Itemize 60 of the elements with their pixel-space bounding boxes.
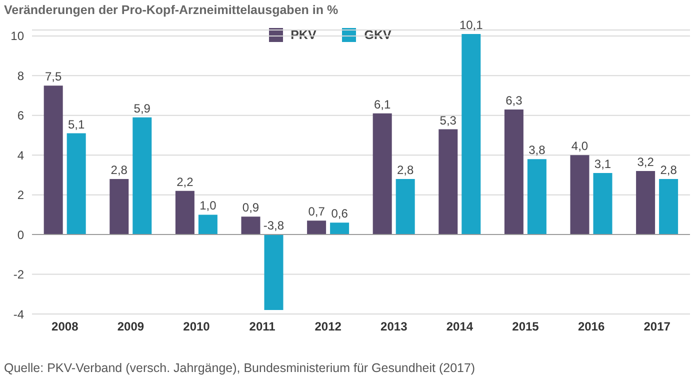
bar	[372, 113, 392, 235]
bar	[44, 86, 63, 235]
bar	[504, 109, 524, 235]
data-label: 0,7	[308, 204, 326, 219]
y-tick-label: 6	[17, 108, 24, 123]
bar	[659, 178, 678, 235]
data-label: 4,0	[571, 139, 588, 154]
bar	[462, 34, 481, 235]
data-label: 2,2	[176, 174, 194, 189]
data-label: 5,3	[440, 113, 457, 128]
data-label: 10,1	[459, 18, 484, 32]
data-label: 1,0	[200, 198, 217, 213]
y-tick-label: 4	[17, 148, 24, 162]
bar	[132, 117, 152, 235]
bar	[636, 171, 656, 235]
x-tick-label: 2017	[644, 320, 671, 334]
bar	[593, 172, 612, 235]
x-tick-label: 2013	[380, 320, 408, 334]
data-label: 2,8	[660, 162, 678, 177]
data-label: -3,8	[263, 218, 284, 233]
y-tick-label: 0	[17, 228, 24, 242]
bar	[110, 178, 129, 235]
data-label: 0,6	[331, 206, 348, 221]
data-label: 2,8	[397, 162, 414, 177]
y-tick-label: 10	[10, 29, 24, 44]
data-label: 6,3	[506, 93, 523, 108]
x-tick-label: 2011	[249, 320, 276, 334]
bar	[241, 216, 260, 235]
bar	[264, 234, 284, 310]
data-label: 5,1	[68, 117, 86, 132]
y-tick-label: -4	[13, 307, 24, 322]
y-tick-label: 2	[17, 188, 24, 202]
x-tick-label: 2009	[117, 320, 144, 334]
data-label: 3,1	[594, 156, 612, 171]
x-tick-label: 2008	[52, 320, 79, 334]
bar	[66, 133, 86, 235]
bar	[198, 214, 218, 235]
x-tick-label: 2014	[446, 320, 474, 334]
x-tick-label: 2015	[512, 320, 540, 334]
data-label: 0,9	[242, 200, 260, 215]
bar	[330, 222, 350, 235]
x-tick-label: 2012	[314, 320, 342, 334]
y-tick-label: -2	[13, 268, 24, 282]
data-label: 5,9	[134, 101, 151, 116]
data-label: 2,8	[110, 162, 128, 177]
bar	[396, 178, 415, 235]
bar	[438, 129, 458, 235]
data-label: 3,2	[637, 155, 654, 170]
bar	[527, 159, 546, 235]
bar	[307, 220, 326, 235]
data-label: 6,1	[374, 97, 392, 112]
data-label: 3,8	[528, 143, 546, 158]
bar	[175, 190, 194, 235]
x-tick-label: 2010	[183, 320, 210, 334]
chart-title: Veränderungen der Pro-Kopf-Arzneimittelausgaben in %	[4, 3, 338, 17]
bar	[570, 155, 590, 235]
y-tick-label: 8	[17, 68, 24, 83]
x-tick-label: 2016	[578, 320, 605, 334]
source-note: Quelle: PKV-Verband (versch. Jahrgänge), Bundesministerium für Gesundheit (2017)	[4, 361, 476, 375]
data-label: 7,5	[45, 70, 62, 84]
